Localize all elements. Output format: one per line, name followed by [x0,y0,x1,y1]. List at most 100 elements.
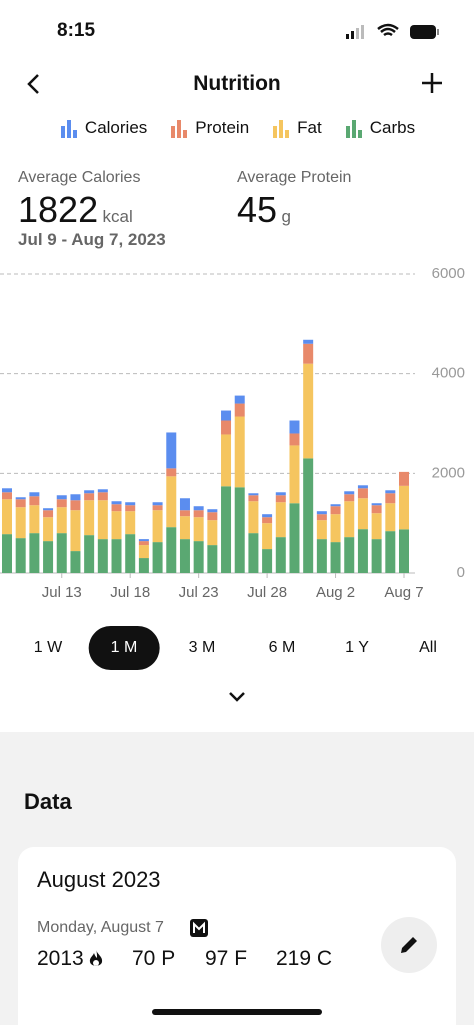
stat-label: Average Calories [18,169,141,186]
bar-segment [111,504,122,512]
legend-icon [345,120,362,138]
edit-button[interactable] [380,916,438,974]
bar-segment [207,520,218,546]
range-button[interactable]: 1 Y [345,639,369,656]
status-time: 8:15 [57,20,96,41]
legend-icon-bar [279,120,284,138]
bar-segment [262,549,273,573]
bar-segment [152,505,163,511]
bar-segment [262,514,273,518]
y-tick-label: 6000 [432,265,465,282]
x-tick-label: Jul 23 [179,584,219,601]
bar-segment [70,510,81,552]
bar-segment [111,511,122,540]
stat-value: 1822 [18,189,99,230]
bar-segment [357,488,368,499]
bar-segment [385,490,396,494]
bar-segment [275,537,286,573]
range-button[interactable]: 1 W [33,639,63,656]
bar-segment [371,513,382,540]
bar-segment [138,545,149,559]
bar-segment [193,517,204,542]
bar-segment [84,493,95,501]
bar-segment [43,510,54,518]
bar-segment [179,510,190,517]
bar-segment [84,500,95,536]
range-button[interactable]: 6 M [268,639,296,656]
legend-icon-bar [273,126,278,138]
bar-segment [15,499,26,508]
expand-chevron[interactable] [227,690,247,704]
entry-date: Monday, August 7 [37,919,164,936]
bar-segment [316,511,327,515]
bar-segment [248,495,259,502]
legend-icon-bar [357,130,362,138]
x-tick-label: Jul 13 [42,584,82,601]
bar-segment [371,503,382,506]
entry-calories: 2013 [37,947,84,970]
bar-segment [179,539,190,573]
bar-segment [166,468,177,477]
bar-segment [125,534,136,573]
stat-unit: kcal [102,207,133,226]
bar-segment [385,493,396,504]
page-title: Nutrition [193,72,281,95]
legend-icon [60,120,77,138]
bar-segment [316,539,327,573]
bar-segment [70,551,81,573]
bar-segment [70,494,81,501]
bar-segment [56,533,67,573]
add-button[interactable] [420,71,444,95]
legend-label: Calories [84,118,148,137]
legend-icon-bar [177,120,182,138]
bar-segment [357,498,368,530]
bar-segment [179,516,190,540]
month-title: August 2023 [37,867,161,892]
entry-carbs: 219 C [276,947,333,970]
bar-segment [29,496,40,506]
bar-segment [330,542,341,573]
bar-segment [2,488,12,493]
bar-segment [221,486,232,573]
bar-segment [357,485,368,489]
bar-segment [344,501,355,538]
bar-segment [152,510,163,543]
bar-segment [221,410,232,421]
bar-segment [316,520,327,540]
back-button[interactable] [24,72,44,96]
bar-segment [275,492,286,496]
legend-icon [171,120,188,138]
bar-segment [97,500,108,540]
x-tick-label: Aug 2 [316,584,355,601]
bar-segment [344,491,355,495]
bar-segment [56,507,67,534]
bar-segment [97,539,108,573]
bar-segment [43,541,54,573]
entry-protein: 70 P [132,947,176,970]
bar-segment [152,502,163,506]
x-tick-label: Jul 28 [247,584,287,601]
legend-item: Protein [169,118,249,138]
bar-segment [399,485,409,530]
stat-value: 45 [237,189,278,230]
bar-segment [15,538,26,573]
y-tick-label: 4000 [432,365,465,382]
bar-segment [43,517,54,542]
bar-segment [125,511,136,535]
range-button[interactable]: 1 M [88,626,160,670]
bar-segment [385,531,396,573]
bar-segment [138,541,149,546]
range-button[interactable]: 3 M [188,639,216,656]
bar-segment [84,490,95,494]
bar-segment [330,506,341,515]
bar-segment [330,504,341,507]
range-button[interactable]: All [419,639,437,656]
bar-segment [289,433,300,446]
bar-segment [262,517,273,524]
bar-segment [234,395,245,404]
bar-segment [97,492,108,501]
bar-segment [29,492,40,497]
y-tick-label: 0 [457,564,465,581]
bar-segment [29,505,40,534]
bar-segment [193,510,204,518]
